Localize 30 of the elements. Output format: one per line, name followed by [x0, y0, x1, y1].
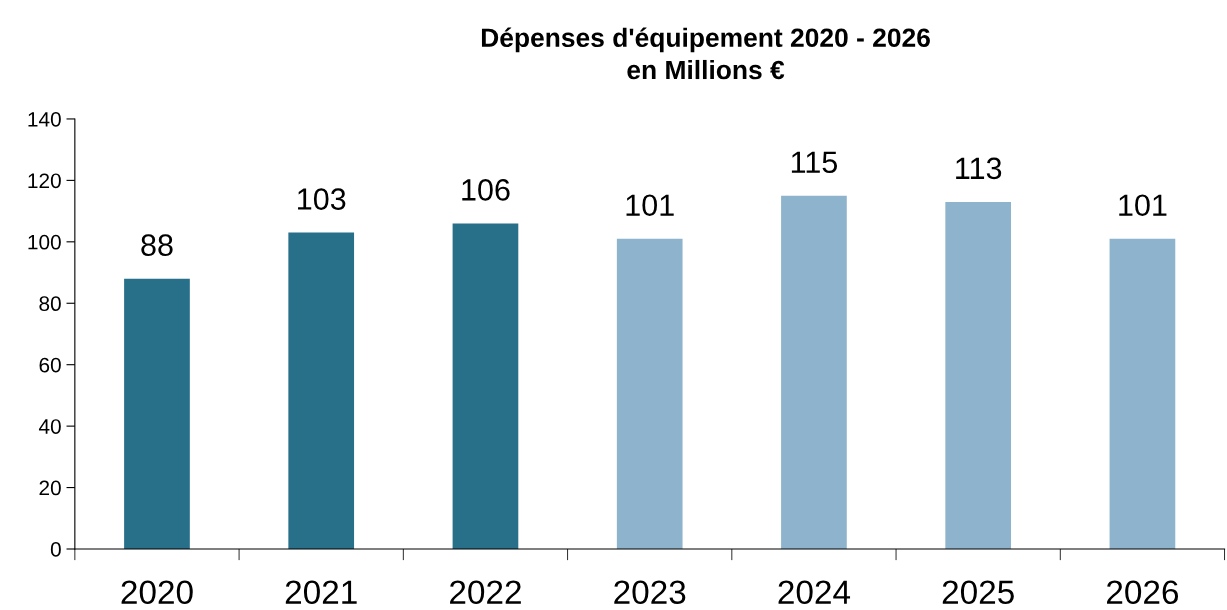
y-tick-label: 20 — [39, 480, 61, 496]
bar — [1109, 238, 1176, 549]
bar — [452, 223, 519, 549]
y-tick-label: 80 — [39, 296, 61, 312]
bar — [616, 238, 683, 549]
bar — [945, 201, 1012, 549]
x-tick-label: 2021 — [285, 580, 357, 605]
x-tick-label: 2024 — [778, 580, 851, 605]
data-label: 106 — [462, 179, 510, 201]
y-tick-label: 100 — [28, 234, 61, 250]
y-tick-label: 140 — [28, 111, 61, 127]
data-label: 103 — [298, 188, 346, 210]
bar — [781, 195, 847, 549]
y-tick-label: 40 — [38, 419, 61, 434]
y-tick-label: 60 — [39, 357, 61, 373]
x-tick-label: 2023 — [614, 580, 686, 605]
x-tick-label: 2020 — [121, 580, 193, 605]
bar — [288, 232, 355, 549]
data-label: 113 — [956, 157, 1002, 180]
data-label: 101 — [626, 194, 674, 217]
data-label: 88 — [141, 234, 173, 256]
chart-title: Dépenses d'équipement 2020 - 2026 en Millions € — [481, 27, 930, 80]
x-tick-label: 2026 — [1107, 580, 1179, 605]
bar — [124, 278, 190, 549]
data-label: 115 — [791, 151, 838, 174]
y-tick-label: 120 — [28, 173, 61, 189]
x-tick-label: 2025 — [942, 580, 1014, 605]
y-tick-label: 0 — [50, 542, 61, 557]
data-label: 101 — [1119, 194, 1167, 217]
x-tick-label: 2022 — [450, 580, 521, 605]
